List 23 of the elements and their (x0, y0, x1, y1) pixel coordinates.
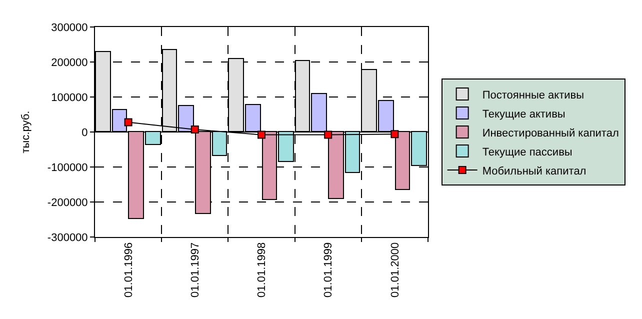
x-tick-label: 01.01.1996 (122, 242, 135, 298)
x-tick-label: 01.01.1997 (189, 242, 202, 298)
y-tick-label: 100000 (51, 92, 88, 104)
legend-label: Текущие пассивы (482, 146, 572, 158)
x-tick-label: 01.01.1998 (256, 242, 268, 298)
y-tick-label: 200000 (51, 56, 88, 69)
y-tick-label: 300000 (51, 22, 88, 34)
x-tick-label: 01.01.1999 (322, 242, 335, 298)
point (190, 126, 199, 134)
y-tick-label: -300000 (47, 232, 88, 244)
x-tick-label: 01.01.2000 (389, 242, 402, 298)
y-tick-label: -200000 (47, 196, 88, 209)
point (390, 130, 399, 138)
legend-label: Мобильный капитал (482, 165, 586, 178)
legend-label: Инвестированный капитал (482, 127, 619, 140)
legend-label: Постоянные активы (482, 89, 584, 102)
y-tick-label: 0 (82, 126, 88, 139)
point (324, 130, 332, 139)
y-axis-title: тыс.руб. (20, 110, 32, 154)
point (258, 130, 266, 139)
point (124, 118, 132, 126)
legend-label: Текущие активы (482, 108, 566, 120)
y-tick-label: -100000 (47, 162, 88, 174)
